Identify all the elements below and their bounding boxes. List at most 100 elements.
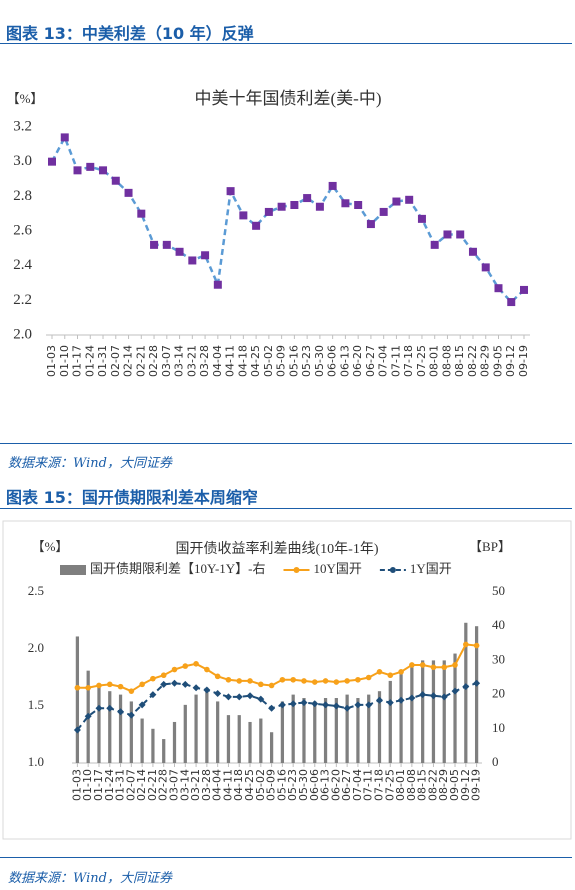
marker: [182, 663, 189, 669]
marker: [171, 666, 178, 673]
marker: [379, 207, 388, 216]
marker: [138, 701, 146, 709]
marker: [392, 197, 401, 206]
bar: [280, 701, 285, 763]
x-tick-label: 03-07: [168, 769, 181, 801]
y2-axis-unit: 【BP】: [469, 539, 511, 554]
bar: [334, 698, 338, 763]
y2-tick-label: 10: [492, 720, 505, 735]
marker: [85, 684, 91, 691]
x-tick-label: 08-08: [405, 769, 418, 801]
x-tick-label: 07-18: [402, 345, 415, 377]
marker: [376, 696, 383, 704]
marker: [117, 708, 125, 716]
bar: [421, 660, 425, 763]
marker: [290, 201, 299, 209]
marker: [398, 669, 404, 675]
x-tick-label: 02-21: [146, 769, 159, 801]
bar: [323, 698, 328, 763]
bar: [269, 732, 274, 763]
marker: [106, 704, 114, 712]
x-tick-label: 03-21: [185, 345, 198, 377]
x-tick-label: 01-17: [71, 345, 84, 377]
marker: [366, 220, 375, 229]
marker: [139, 681, 145, 688]
y-tick-label: 2.5: [28, 583, 44, 598]
marker: [48, 157, 56, 166]
x-tick-label: 09-12: [504, 345, 517, 377]
x-tick-label: 01-10: [81, 769, 94, 801]
legend-marker: [389, 567, 396, 573]
marker: [74, 684, 81, 691]
x-tick-label: 04-04: [211, 769, 224, 801]
marker: [111, 176, 120, 185]
chart-title: 国开债收益率利差曲线(10年-1年): [176, 540, 379, 557]
x-tick-label: 04-11: [221, 769, 234, 801]
marker: [252, 221, 261, 230]
marker: [333, 679, 340, 685]
marker: [311, 700, 319, 708]
bar: [172, 721, 177, 763]
x-tick-label: 01-03: [45, 345, 58, 377]
marker: [289, 700, 297, 708]
x-tick-label: 07-11: [389, 345, 402, 377]
x-tick-label: 08-29: [437, 769, 450, 801]
marker: [193, 661, 199, 667]
source-note: 数据来源：Wind，大同证券: [8, 871, 172, 886]
y-tick-label: 2.6: [13, 222, 32, 238]
marker: [60, 133, 69, 142]
marker: [246, 692, 254, 700]
marker: [277, 202, 286, 211]
y-tick-label: 2.8: [13, 188, 32, 204]
marker: [239, 211, 248, 220]
legend-marker: [293, 567, 300, 573]
x-tick-label: 01-10: [58, 345, 71, 377]
bar: [356, 698, 360, 763]
x-tick-label: 08-15: [453, 345, 466, 377]
marker: [473, 642, 480, 649]
marker: [441, 664, 448, 671]
marker: [96, 682, 102, 689]
marker: [303, 194, 312, 203]
marker: [171, 679, 178, 687]
marker: [268, 704, 276, 712]
x-tick-label: 05-09: [275, 345, 288, 377]
x-tick-label: 01-03: [70, 769, 83, 801]
marker: [300, 699, 308, 707]
y2-tick-label: 20: [492, 686, 505, 701]
marker: [84, 712, 92, 720]
bar: [205, 687, 209, 763]
marker: [354, 201, 363, 209]
marker: [106, 681, 113, 688]
marker: [203, 686, 211, 694]
x-tick-label: 06-27: [364, 345, 377, 377]
marker: [456, 230, 465, 239]
marker: [160, 672, 167, 679]
bar: [140, 718, 144, 763]
figure-header: 图表 13：中美利差（10 年）反弹: [6, 24, 254, 43]
marker: [419, 691, 427, 699]
marker: [213, 280, 222, 289]
x-tick-label: 04-25: [249, 345, 262, 377]
x-tick-label: 09-05: [448, 769, 461, 801]
x-tick-label: 09-19: [470, 769, 483, 801]
x-tick-label: 06-06: [326, 345, 339, 377]
bar: [75, 636, 80, 763]
marker: [332, 702, 340, 710]
y-tick-label: 1.5: [28, 697, 44, 712]
marker: [481, 263, 490, 272]
x-tick-label: 02-28: [147, 345, 160, 377]
header-rule: [0, 43, 572, 44]
marker: [387, 672, 394, 679]
marker: [397, 696, 405, 704]
x-tick-label: 08-22: [466, 345, 479, 377]
marker: [408, 694, 416, 702]
x-tick-label: 03-28: [198, 345, 211, 377]
marker: [430, 240, 439, 249]
marker: [494, 284, 503, 293]
header-rule: [0, 508, 572, 509]
figure-header: 图表 15：国开债期限利差本周缩窄: [6, 488, 258, 507]
marker: [257, 695, 265, 703]
marker: [279, 676, 286, 683]
